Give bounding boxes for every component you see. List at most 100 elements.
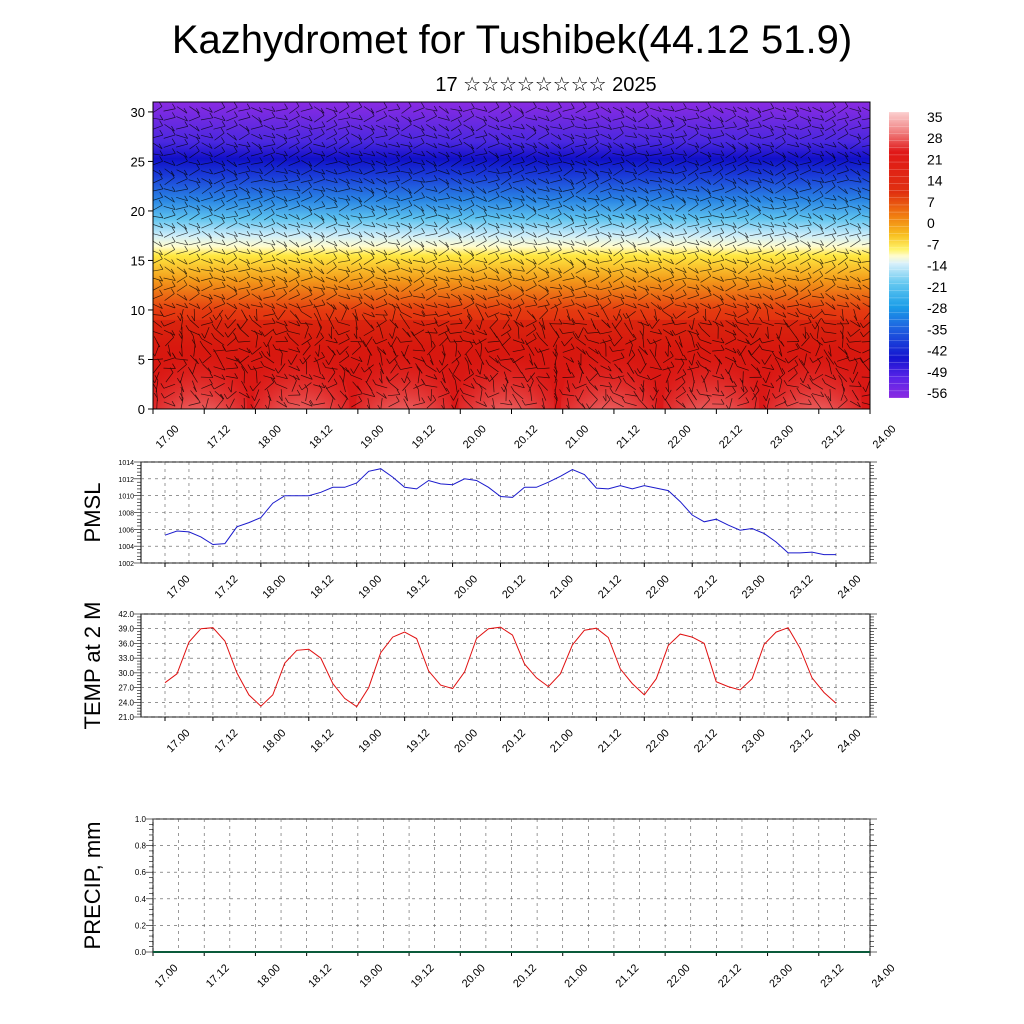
wind-barb-flag	[196, 237, 201, 243]
wind-barb	[226, 276, 238, 283]
wind-barb-flag	[321, 373, 326, 380]
wind-barb-flag	[471, 147, 475, 153]
wind-barb-flag	[820, 150, 825, 157]
wind-barb	[487, 215, 500, 219]
wind-barb-flag	[159, 303, 163, 309]
wind-barb-flag	[508, 166, 513, 172]
wind-barb-flag	[308, 115, 313, 122]
wind-barb-flag	[296, 146, 300, 152]
wind-barb-flag	[694, 146, 699, 152]
wind-barb-flag	[471, 165, 475, 172]
wind-barb-flag	[271, 317, 276, 324]
wind-barb	[625, 267, 637, 274]
wind-barb	[562, 394, 575, 397]
wind-barb-flag	[171, 288, 175, 294]
wind-barb	[750, 337, 761, 346]
wind-barb	[301, 160, 313, 167]
wind-barb	[387, 179, 400, 183]
wind-barb-flag	[642, 315, 647, 321]
wind-barb	[725, 133, 736, 141]
wind-barb	[562, 376, 575, 378]
wind-barb	[725, 356, 737, 363]
wind-barb	[413, 321, 425, 327]
wind-barb-flag	[832, 102, 836, 108]
wind-barb-flag	[495, 285, 500, 292]
wind-barb-flag	[745, 249, 750, 255]
wind-barb-flag	[707, 102, 712, 108]
y-tick-label: 0.4	[135, 895, 147, 904]
wind-barb-flag	[770, 111, 774, 117]
wind-barb-flag	[468, 313, 473, 320]
wind-barb-flag	[159, 114, 164, 120]
wind-barb-flag	[670, 178, 675, 184]
wind-barb-flag	[361, 314, 366, 320]
precip-panel: 0.00.20.40.60.81.017.00 17.12 18.00 18.12 19…	[80, 815, 898, 990]
wind-barb-flag	[558, 290, 563, 296]
wind-barb-flag	[267, 395, 272, 402]
wind-barb-flag	[770, 364, 775, 370]
wind-barb	[500, 276, 512, 282]
wind-barb	[200, 134, 213, 139]
wind-barb	[574, 170, 587, 174]
wind-barb	[387, 197, 400, 201]
wind-barb	[715, 309, 722, 321]
wind-barb-flag	[817, 357, 821, 364]
wind-barb	[176, 206, 188, 210]
wind-barb	[687, 348, 700, 353]
wind-barb	[562, 188, 575, 192]
wind-barb-flag	[720, 219, 725, 225]
wind-barb-flag	[241, 366, 245, 372]
wind-barb	[753, 380, 758, 392]
wind-barb	[638, 186, 649, 194]
wind-barb	[525, 143, 537, 149]
wind-barb	[575, 302, 587, 310]
wind-barb-flag	[371, 249, 375, 256]
wind-barb	[861, 402, 870, 405]
wind-barb	[353, 363, 360, 374]
wind-barb-flag	[854, 357, 858, 363]
wind-barb	[712, 160, 724, 166]
wind-barb	[388, 143, 400, 148]
wind-barb	[749, 116, 762, 122]
wind-barb-flag	[521, 338, 525, 344]
x-tick-label: 21.00	[563, 423, 591, 451]
wind-barb-flag	[545, 178, 550, 184]
wind-barb-flag	[670, 105, 675, 112]
wind-barb	[537, 188, 550, 192]
wind-barb	[700, 177, 711, 185]
wind-barb-flag	[595, 311, 600, 318]
wind-barb	[642, 380, 645, 393]
wind-barb-flag	[243, 314, 248, 321]
wind-barb-flag	[370, 324, 375, 330]
wind-barb-flag	[720, 121, 725, 127]
wind-barb-flag	[507, 154, 512, 161]
wind-barb-flag	[371, 267, 375, 273]
wind-barb-flag	[432, 394, 437, 401]
wind-barb	[351, 222, 362, 230]
wind-barb	[338, 275, 350, 283]
x-tick-label: 18.00	[256, 423, 284, 451]
wind-barb-flag	[857, 277, 861, 283]
wind-barb	[687, 311, 699, 319]
wind-barb-flag	[309, 124, 313, 130]
wind-barb-flag	[333, 261, 337, 268]
wind-barb	[662, 241, 674, 247]
wind-barb-flag	[483, 174, 488, 181]
wind-barb	[526, 266, 537, 275]
wind-barb	[288, 142, 300, 149]
wind-barb	[775, 151, 786, 158]
wind-barb-flag	[648, 323, 653, 329]
wind-barb-flag	[196, 222, 201, 229]
wind-barb	[400, 170, 413, 174]
wind-barb-flag	[476, 369, 481, 375]
wind-barb	[850, 240, 861, 248]
wind-barb	[213, 160, 226, 167]
wind-barb-flag	[832, 217, 836, 223]
wind-barb	[599, 170, 612, 174]
x-tick-label: 23.00	[740, 727, 768, 755]
wind-barb-flag	[253, 315, 258, 322]
wind-barb	[189, 293, 200, 301]
wind-barb-flag	[243, 386, 248, 392]
wind-barb	[463, 213, 475, 221]
wind-barb-flag	[720, 263, 725, 269]
